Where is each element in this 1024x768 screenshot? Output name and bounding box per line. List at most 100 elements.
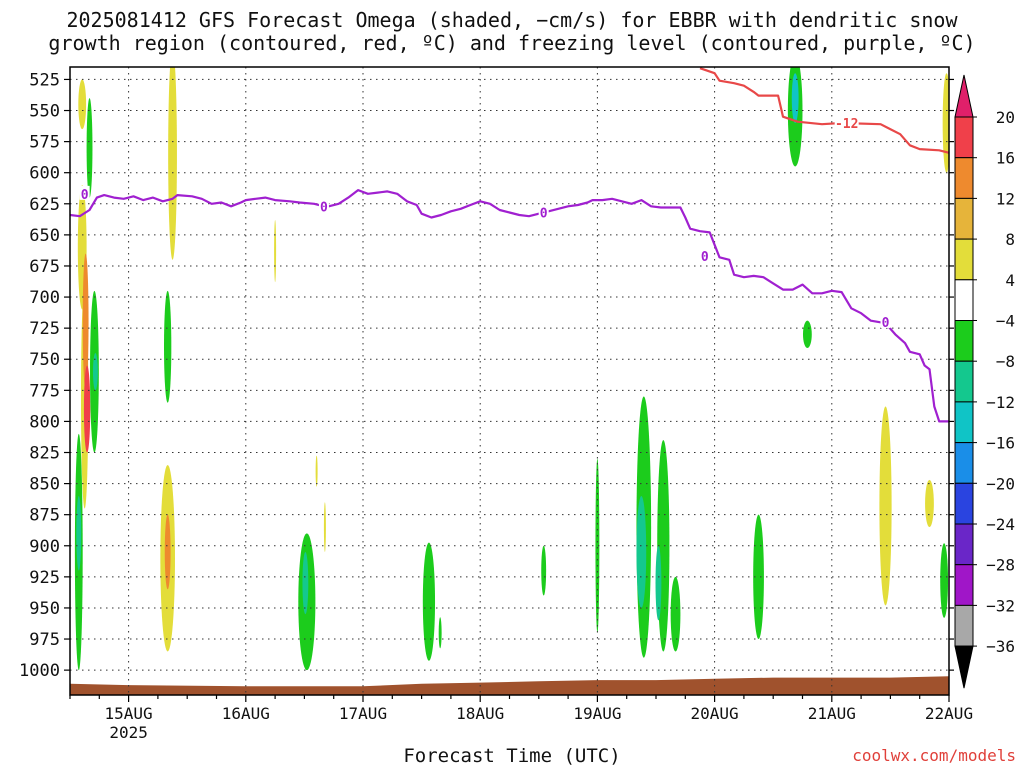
colorbar-label: −24 xyxy=(986,515,1015,534)
colorbar-label: 12 xyxy=(996,189,1015,208)
grid-layer xyxy=(70,67,950,695)
freezing-label-bg xyxy=(79,185,90,200)
colorbar-label: 16 xyxy=(996,149,1015,168)
colorbar-label: −32 xyxy=(986,596,1015,615)
omega-shade-cell xyxy=(541,545,547,596)
colorbar-label: −28 xyxy=(986,556,1015,575)
y-tick-label: 875 xyxy=(29,506,60,526)
colorbar-top-arrow xyxy=(954,74,974,118)
omega-shade-cell xyxy=(791,73,799,123)
x-axis-label: Forecast Time (UTC) xyxy=(403,745,621,767)
omega-shade-cell xyxy=(323,502,326,552)
y-tick-label: 550 xyxy=(29,102,60,122)
omega-shade-cell xyxy=(92,353,98,391)
y-tick-label: 725 xyxy=(29,319,60,339)
plot-frame-layer xyxy=(69,66,950,696)
omega-shading-layer xyxy=(74,67,949,671)
chart-title-line-2: growth region (contoured, red, ºC) and f… xyxy=(48,31,976,55)
colorbar-band xyxy=(954,197,974,240)
omega-shade-cell xyxy=(925,479,934,528)
source-credit: coolwx.com/models xyxy=(852,746,1016,765)
omega-shade-cell xyxy=(164,290,172,403)
colorbar-bottom-arrow xyxy=(954,645,974,689)
omega-shade-cell xyxy=(86,98,93,198)
omega-shade-cell xyxy=(168,67,177,260)
colorbar-label: −20 xyxy=(986,474,1015,493)
x-tick-label: 16AUG xyxy=(222,704,270,723)
y-tick-label: 600 xyxy=(29,164,60,184)
colorbar-band xyxy=(954,523,974,566)
y-tick-label: 775 xyxy=(29,381,60,401)
colorbar-label: −16 xyxy=(986,434,1015,453)
dgz-contour-line xyxy=(699,67,949,154)
omega-shade-cell xyxy=(595,458,600,633)
y-tick-label: 800 xyxy=(29,412,60,432)
colorbar-band xyxy=(954,564,974,606)
y-tick-label: 850 xyxy=(29,475,60,495)
terrain-layer xyxy=(70,676,949,695)
y-tick-label: 575 xyxy=(29,133,60,153)
colorbar-label: 8 xyxy=(1005,230,1015,249)
omega-shade-cell xyxy=(942,73,949,173)
dgz-contour-label: -12 xyxy=(835,117,858,132)
omega-shade-cell xyxy=(82,253,89,391)
x-tick-label: 17AUG xyxy=(339,704,387,723)
omega-shade-cell xyxy=(78,79,87,130)
y-tick-label: 825 xyxy=(29,444,60,464)
colorbar-layer: 20 16 12 8 4 −4 −8 −12 −16 −20 −24 −28 −32 −36 xyxy=(954,74,1015,689)
x-tick-label: 22AUG xyxy=(925,704,973,723)
freezing-label-bg xyxy=(538,204,549,219)
omega-shade-cell xyxy=(802,320,812,349)
colorbar-band xyxy=(954,116,974,159)
colorbar-band xyxy=(954,442,974,484)
freezing-level-label: 0 xyxy=(81,188,89,203)
colorbar-band xyxy=(954,238,974,281)
chart-title-line-1: 2025081412 GFS Forecast Omega (shaded, −… xyxy=(66,8,958,32)
omega-shade-cell xyxy=(636,496,647,608)
omega-shade-cell xyxy=(315,455,318,487)
colorbar-band xyxy=(954,157,974,199)
freezing-label-bg xyxy=(880,313,891,328)
y-tick-label: 525 xyxy=(29,70,60,90)
omega-shade-cell xyxy=(302,551,309,615)
y-tick-label: 1000 xyxy=(19,661,60,681)
colorbar-band xyxy=(954,320,974,362)
freezing-level-label: 0 xyxy=(701,250,709,265)
y-tick-label: 625 xyxy=(29,195,60,215)
omega-shade-cell xyxy=(655,545,662,621)
y-tick-label: 650 xyxy=(29,226,60,246)
y-tick-label: 675 xyxy=(29,257,60,277)
x-tick-label: 20AUG xyxy=(691,704,739,723)
plot-frame xyxy=(69,66,950,696)
x-tick-label: 21AUG xyxy=(808,704,856,723)
x-tick-label: 18AUG xyxy=(456,704,504,723)
freezing-level-label: 0 xyxy=(540,206,548,221)
colorbar-band xyxy=(954,604,974,647)
terrain-fill xyxy=(70,676,949,695)
y-tick-label: 975 xyxy=(29,630,60,650)
y-tick-label: 750 xyxy=(29,350,60,370)
x-tick-label: 15AUG xyxy=(105,704,153,723)
freezing-label-bg xyxy=(699,248,710,263)
y-axis-layer: 525 550 575 600 625 650 675 700 725 750 775 800 825 8… xyxy=(19,70,954,681)
colorbar-label: −36 xyxy=(986,637,1015,656)
colorbar-band xyxy=(954,360,974,403)
x-tick-label: 19AUG xyxy=(573,704,621,723)
y-tick-label: 925 xyxy=(29,568,60,588)
colorbar-band xyxy=(954,482,974,525)
dendritic-growth-contour-layer: -12 xyxy=(699,67,949,154)
colorbar-band xyxy=(954,401,974,444)
omega-shade-cell xyxy=(879,406,892,606)
freezing-level-line xyxy=(70,189,949,423)
omega-shade-cell xyxy=(422,542,436,661)
freezing-level-label: 0 xyxy=(882,316,890,331)
freezing-label-bg xyxy=(318,198,329,213)
dgz-label-bg xyxy=(834,114,859,130)
colorbar-band xyxy=(954,279,974,321)
x-tick-sublabel: 2025 xyxy=(109,723,148,742)
colorbar-label: −8 xyxy=(996,352,1015,371)
omega-shade-cell xyxy=(76,496,82,571)
freezing-level-contour-layer: 0 0 0 0 0 xyxy=(70,185,949,423)
